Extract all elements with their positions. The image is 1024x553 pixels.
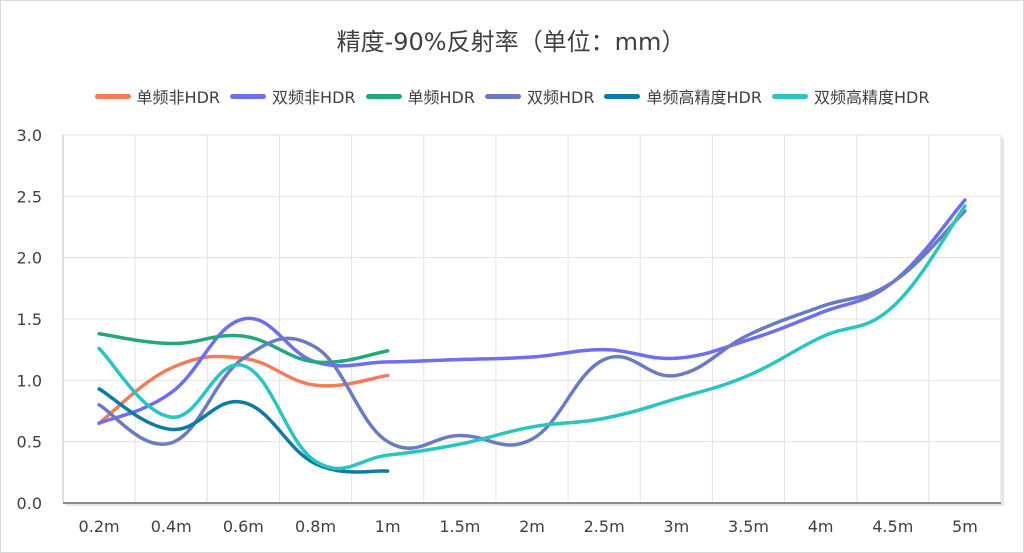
legend-item[interactable]: 单频HDR — [365, 84, 475, 108]
legend-item[interactable]: 单频非HDR — [94, 84, 221, 108]
legend-item[interactable]: 单频高精度HDR — [604, 84, 762, 108]
x-tick-label: 1.5m — [439, 517, 480, 536]
legend-swatch — [230, 93, 267, 99]
legend-swatch — [365, 93, 402, 99]
chart-legend: 单频非HDR 双频非HDR 单频HDR 双频HDR 单频高精度HDR 双频高精度HDR — [0, 84, 1024, 108]
x-tick-label: 0.2m — [79, 517, 120, 536]
legend-swatch — [485, 93, 521, 99]
legend-item[interactable]: 双频HDR — [485, 84, 594, 108]
legend-label: 单频高精度HDR — [646, 88, 762, 107]
series-line-3 — [97, 209, 967, 450]
y-tick-label: 1.0 — [17, 371, 42, 390]
legend-swatch — [771, 93, 808, 99]
legend-label: 单频非HDR — [136, 88, 221, 107]
x-tick-label: 4.5m — [872, 517, 913, 536]
legend-label: 单频HDR — [407, 88, 475, 107]
legend-item[interactable]: 双频高精度HDR — [771, 84, 930, 108]
legend-item[interactable]: 双频非HDR — [230, 84, 356, 108]
x-tick-label: 3m — [663, 517, 689, 536]
x-tick-label: 5m — [952, 517, 978, 536]
y-tick-label: 0.0 — [17, 494, 42, 513]
chart-title: 精度-90%反射率（单位：mm） — [336, 28, 686, 56]
x-tick-label: 3.5m — [728, 517, 769, 536]
legend-label: 双频高精度HDR — [813, 88, 930, 107]
series-line-1 — [97, 198, 967, 426]
x-tick-label: 4m — [808, 517, 834, 536]
x-tick-label: 2.5m — [584, 517, 625, 536]
y-tick-label: 2.5 — [17, 187, 42, 206]
y-tick-label: 1.5 — [17, 310, 42, 329]
legend-label: 双频HDR — [527, 88, 595, 107]
x-tick-label: 0.8m — [295, 517, 336, 536]
legend-swatch — [94, 93, 131, 99]
x-tick-label: 0.4m — [151, 517, 192, 536]
x-tick-label: 0.6m — [223, 517, 264, 536]
y-tick-label: 0.5 — [17, 433, 42, 452]
legend-label: 双频非HDR — [272, 88, 356, 107]
x-tick-label: 2m — [519, 517, 545, 536]
series-line-5 — [97, 204, 967, 471]
series-line-2 — [97, 331, 390, 365]
y-tick-label: 3.0 — [17, 126, 42, 145]
legend-swatch — [604, 93, 641, 99]
x-tick-label: 1m — [375, 517, 401, 536]
y-tick-label: 2.0 — [17, 249, 42, 268]
